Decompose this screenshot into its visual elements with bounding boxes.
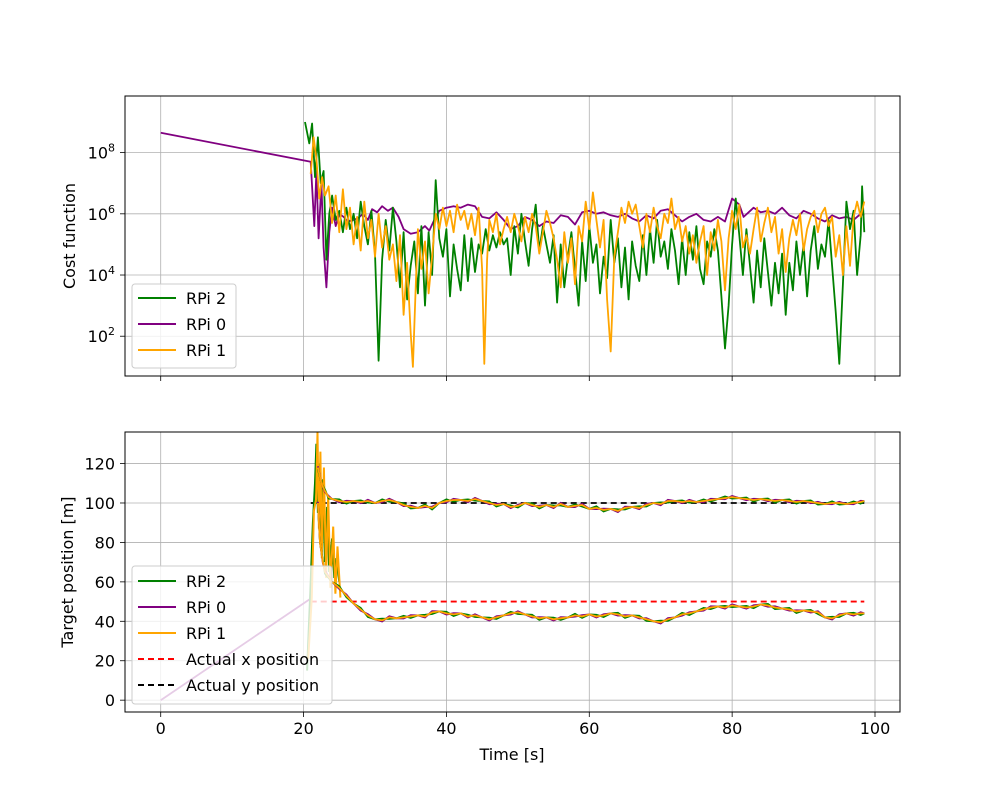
position-y-tick-label: 100: [84, 494, 115, 513]
position-y-tick-label: 120: [84, 455, 115, 474]
position-series-line-rpi-1-transient: [307, 432, 342, 659]
position-series-lines: [160, 432, 865, 701]
position-ticks: 0 20 40 60 80 100 0 20 40 60 80 100 120: [84, 455, 890, 738]
position-y-tick-label: 80: [95, 533, 115, 552]
cost-legend-frame: [131, 283, 237, 369]
position-x-tick-label: 80: [722, 719, 742, 738]
position-legend-label: RPi 1: [186, 624, 226, 643]
cost-ticks: 102 104 106 108: [88, 142, 876, 381]
position-y-tick-label: 60: [95, 573, 115, 592]
position-x-tick-label: 60: [579, 719, 599, 738]
x-axis-label: Time [s]: [478, 745, 544, 764]
position-x-tick-label: 20: [293, 719, 313, 738]
position-y-tick-label: 40: [95, 612, 115, 631]
position-x-tick-label: 100: [860, 719, 891, 738]
position-legend: RPi 2 RPi 0 RPi 1 Actual x position Actual y…: [131, 565, 333, 705]
cost-y-tick-label: 106: [88, 203, 115, 224]
position-legend-label: RPi 0: [186, 598, 226, 617]
cost-series-lines: [160, 121, 866, 368]
cost-series-line-rpi-1: [309, 136, 866, 368]
cost-y-tick-label: 108: [88, 142, 115, 163]
position-legend-label: Actual x position: [186, 650, 319, 669]
position-series-line-rpi-1-x: [317, 502, 865, 624]
position-x-tick-label: 40: [436, 719, 456, 738]
position-legend-label: Actual y position: [186, 676, 319, 695]
position-y-axis-label: Target position [m]: [58, 496, 77, 648]
cost-series-line-rpi-2: [304, 121, 866, 365]
cost-legend-label: RPi 1: [186, 341, 226, 360]
target-position-panel: 0 20 40 60 80 100 0 20 40 60 80 100 120 Target posit…: [58, 431, 901, 764]
cost-y-tick-label: 102: [88, 325, 115, 346]
cost-legend-label: RPi 0: [186, 315, 226, 334]
cost-legend-label: RPi 2: [186, 289, 226, 308]
position-axes-frame: [124, 431, 901, 713]
cost-legend: RPi 2 RPi 0 RPi 1: [131, 283, 237, 369]
position-y-tick-label: 20: [95, 652, 115, 671]
position-x-tick-label: 0: [156, 719, 166, 738]
position-legend-frame: [131, 565, 333, 705]
position-y-tick-label: 0: [105, 691, 115, 710]
cost-y-axis-label: Cost function: [60, 183, 79, 289]
cost-axes-frame: [124, 95, 901, 377]
position-series-line-rpi-1-y: [317, 467, 865, 512]
position-legend-label: RPi 2: [186, 572, 226, 591]
cost-y-tick-label: 104: [88, 264, 115, 285]
